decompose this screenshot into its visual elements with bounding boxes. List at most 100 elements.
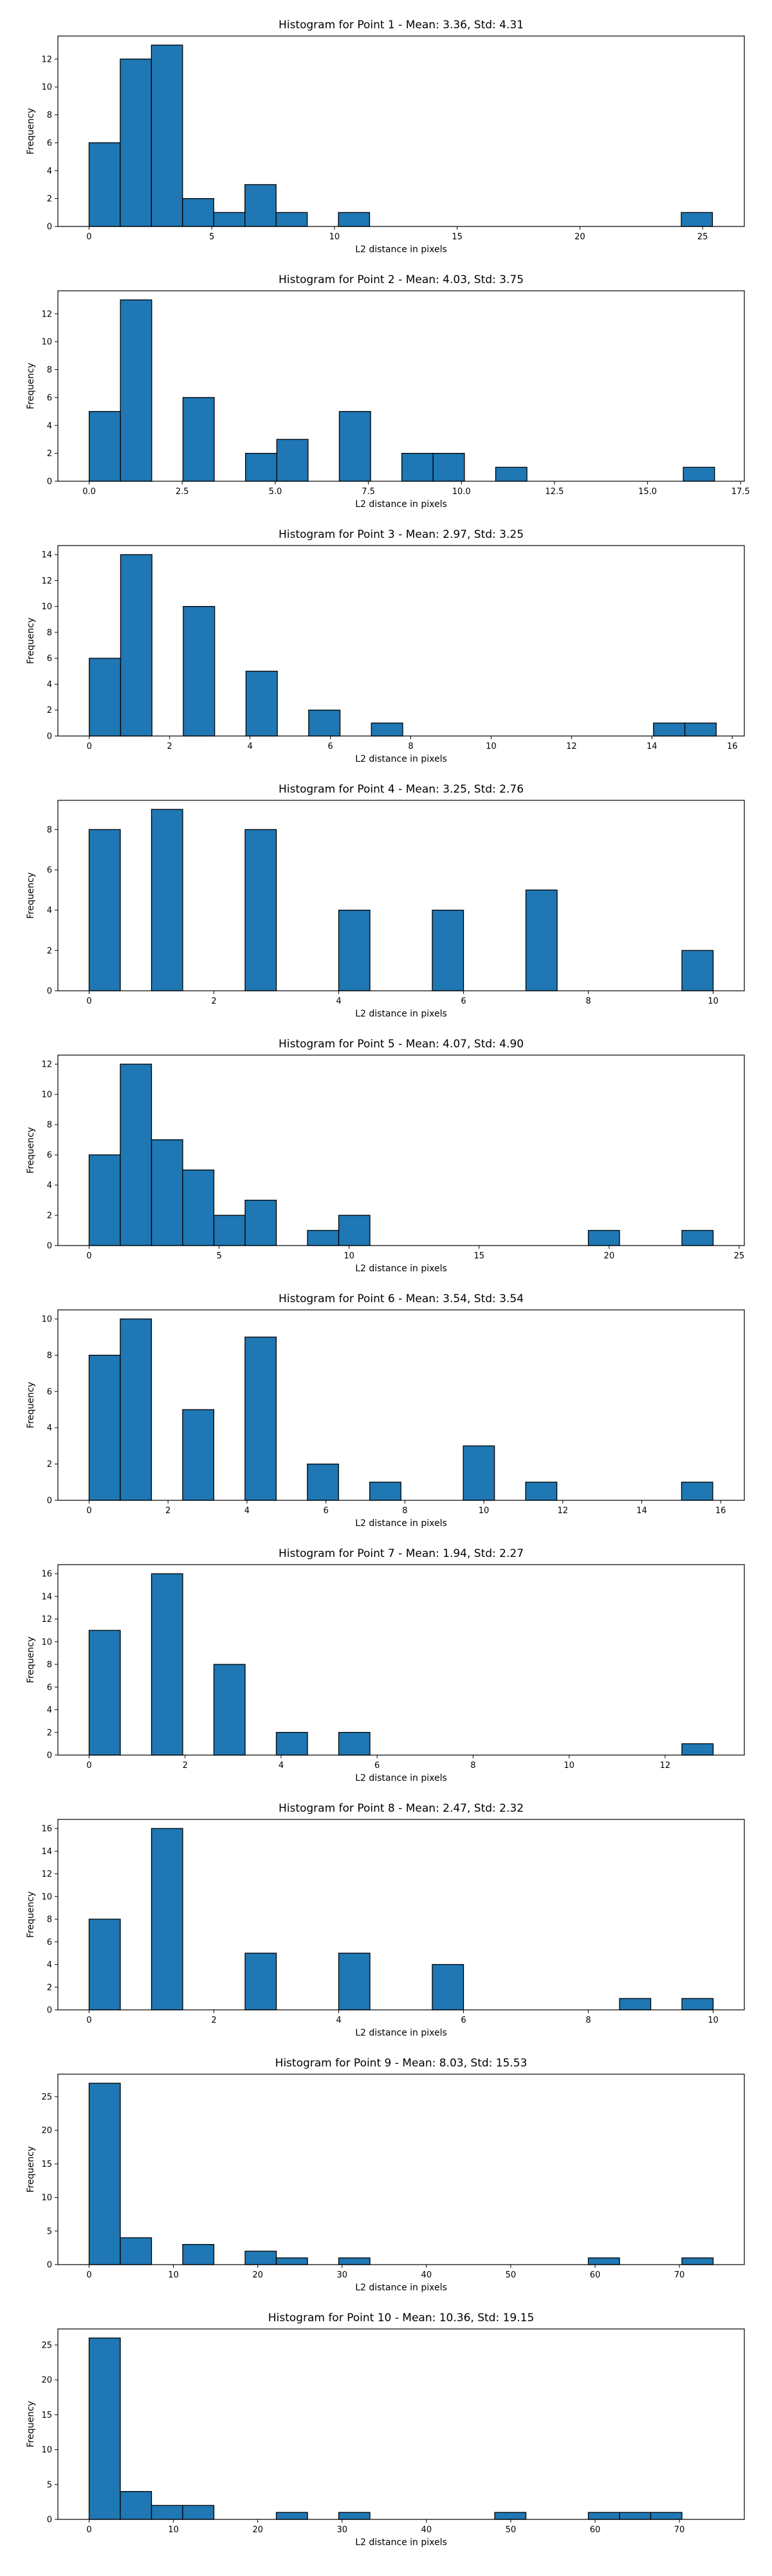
y-tick-label: 12 — [41, 309, 52, 319]
x-tick-label: 10 — [168, 2525, 179, 2535]
x-axis-label: L2 distance in pixels — [355, 2537, 447, 2548]
x-axis-label: L2 distance in pixels — [355, 1518, 447, 1529]
y-tick-label: 2 — [47, 1728, 52, 1738]
x-tick-label: 30 — [336, 2270, 347, 2280]
y-tick-label: 8 — [47, 628, 52, 638]
histogram-bar — [525, 1482, 558, 1501]
histogram-bar — [120, 2490, 152, 2520]
histogram-bar — [275, 2257, 308, 2265]
x-tick-label: 40 — [421, 2270, 432, 2280]
x-tick-label: 6 — [374, 1761, 380, 1771]
histogram-bar — [244, 452, 277, 482]
x-tick-label: 2 — [167, 742, 172, 751]
histogram-bar — [182, 2244, 215, 2265]
y-tick-label: 6 — [47, 1151, 52, 1161]
x-tick-label: 14 — [647, 742, 657, 751]
y-tick-label: 10 — [41, 1892, 52, 1902]
histogram-panel-4: Histogram for Point 4 - Mean: 3.25, Std:… — [26, 783, 745, 1019]
x-tick-label: 5.0 — [269, 487, 282, 497]
histogram-bar — [89, 658, 122, 737]
x-tick-label: 8 — [585, 997, 591, 1006]
x-axis-label: L2 distance in pixels — [355, 2028, 447, 2038]
y-tick-label: 12 — [41, 55, 52, 64]
y-tick-label: 0 — [47, 2006, 52, 2016]
x-tick-label: 12.5 — [545, 487, 564, 497]
x-tick-label: 0 — [86, 1506, 91, 1516]
histogram-bar — [120, 299, 152, 482]
histogram-bar — [120, 554, 152, 737]
histogram-bar — [681, 1743, 714, 1756]
x-tick-label: 10 — [344, 1251, 354, 1261]
histogram-bar — [681, 1998, 714, 2010]
x-tick-label: 0.0 — [82, 487, 96, 497]
histogram-bar — [182, 198, 214, 227]
y-tick-label: 0 — [47, 1496, 52, 1506]
x-tick-label: 16 — [727, 742, 738, 751]
histogram-bar — [307, 1463, 339, 1501]
x-tick-label: 20 — [252, 2525, 263, 2535]
y-tick-label: 14 — [41, 1847, 52, 1857]
y-tick-label: 2 — [47, 194, 52, 204]
histogram-bar — [619, 2512, 652, 2520]
x-tick-label: 12 — [557, 1506, 568, 1516]
histogram-bar — [151, 2505, 183, 2520]
histogram-bar — [183, 605, 216, 737]
y-tick-label: 10 — [41, 83, 52, 93]
y-tick-label: 20 — [41, 2126, 52, 2136]
chart-title: Histogram for Point 2 - Mean: 4.03, Std:… — [279, 273, 524, 286]
x-tick-label: 0 — [86, 232, 91, 242]
axes-frame — [57, 35, 745, 227]
x-tick-label: 4 — [336, 2016, 341, 2025]
histogram-bar — [213, 212, 246, 227]
x-tick-label: 10 — [564, 1761, 574, 1771]
x-tick-label: 4 — [336, 997, 341, 1006]
x-tick-label: 8 — [470, 1761, 475, 1771]
x-tick-label: 0 — [87, 742, 92, 751]
y-tick-label: 15 — [41, 2160, 52, 2169]
y-tick-label: 10 — [41, 1315, 52, 1325]
y-tick-label: 4 — [47, 1706, 52, 1715]
histogram-bar — [495, 466, 528, 482]
histogram-bar — [338, 910, 371, 991]
axes-frame — [57, 2074, 745, 2265]
x-tick-label: 20 — [604, 1251, 615, 1261]
axes-frame — [57, 1054, 745, 1246]
x-tick-label: 10 — [479, 1506, 490, 1516]
histogram-bar — [276, 439, 309, 482]
x-tick-label: 2 — [211, 997, 216, 1006]
y-axis-label: Frequency — [26, 1382, 36, 1428]
chart-title: Histogram for Point 1 - Mean: 3.36, Std:… — [279, 19, 524, 32]
y-tick-label: 12 — [41, 1060, 52, 1070]
x-tick-label: 0 — [86, 2016, 91, 2025]
histogram-bar — [88, 2337, 121, 2520]
y-tick-label: 0 — [47, 987, 52, 997]
y-tick-label: 2 — [47, 1460, 52, 1469]
histogram-bar — [120, 1063, 152, 1246]
y-tick-label: 10 — [41, 2445, 52, 2455]
histogram-bar — [587, 2257, 620, 2265]
chart-title: Histogram for Point 9 - Mean: 8.03, Std:… — [275, 2057, 528, 2070]
x-tick-label: 17.5 — [731, 487, 750, 497]
y-tick-label: 8 — [47, 1351, 52, 1361]
y-tick-label: 16 — [41, 1570, 52, 1579]
axes-frame — [57, 1819, 745, 2010]
y-tick-label: 0 — [47, 1751, 52, 1761]
x-tick-label: 15 — [473, 1251, 484, 1261]
x-tick-label: 4 — [244, 1506, 250, 1516]
histogram-bar — [338, 1732, 371, 1756]
histogram-bar — [650, 2512, 683, 2520]
histogram-bar — [338, 410, 371, 482]
chart-title: Histogram for Point 10 - Mean: 10.36, St… — [268, 2312, 535, 2324]
y-tick-label: 8 — [47, 1661, 52, 1670]
histogram-bar — [338, 212, 371, 227]
histogram-bar — [151, 1573, 183, 1756]
histogram-panel-1: Histogram for Point 1 - Mean: 3.36, Std:… — [26, 19, 745, 255]
y-tick-label: 6 — [47, 1683, 52, 1693]
histogram-panel-6: Histogram for Point 6 - Mean: 3.54, Std:… — [26, 1293, 745, 1529]
x-axis-label: L2 distance in pixels — [355, 2283, 447, 2293]
x-tick-label: 12 — [660, 1761, 671, 1771]
chart-title: Histogram for Point 6 - Mean: 3.54, Std:… — [279, 1293, 524, 1305]
x-tick-label: 10 — [486, 742, 497, 751]
y-tick-label: 20 — [41, 2376, 52, 2386]
histogram-bar — [245, 670, 278, 737]
